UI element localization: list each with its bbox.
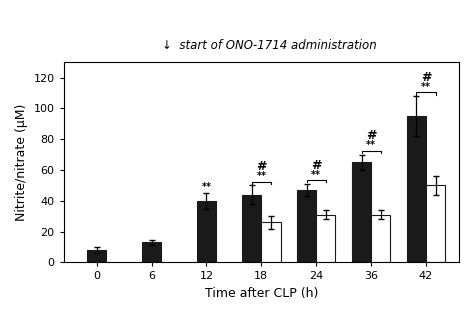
Bar: [197, 201, 216, 262]
Text: **: **: [366, 140, 376, 150]
Text: **: **: [201, 181, 211, 192]
Text: #: #: [421, 71, 431, 84]
X-axis label: Time after CLP (h): Time after CLP (h): [205, 287, 318, 300]
Bar: [87, 250, 106, 262]
Bar: [297, 190, 316, 262]
Text: **: **: [421, 82, 431, 92]
Bar: [142, 243, 161, 262]
Bar: [371, 215, 391, 262]
Text: #: #: [311, 158, 321, 172]
Text: **: **: [256, 171, 266, 181]
Bar: [316, 215, 336, 262]
Bar: [352, 162, 371, 262]
Text: #: #: [366, 129, 376, 142]
Bar: [242, 195, 261, 262]
Text: ↓  start of ONO-1714 administration: ↓ start of ONO-1714 administration: [162, 39, 377, 52]
Bar: [261, 222, 281, 262]
Bar: [426, 186, 445, 262]
Y-axis label: Nitrite/nitrate (μM): Nitrite/nitrate (μM): [15, 104, 28, 221]
Bar: [407, 116, 426, 262]
Text: #: #: [256, 160, 266, 173]
Text: **: **: [311, 169, 321, 180]
